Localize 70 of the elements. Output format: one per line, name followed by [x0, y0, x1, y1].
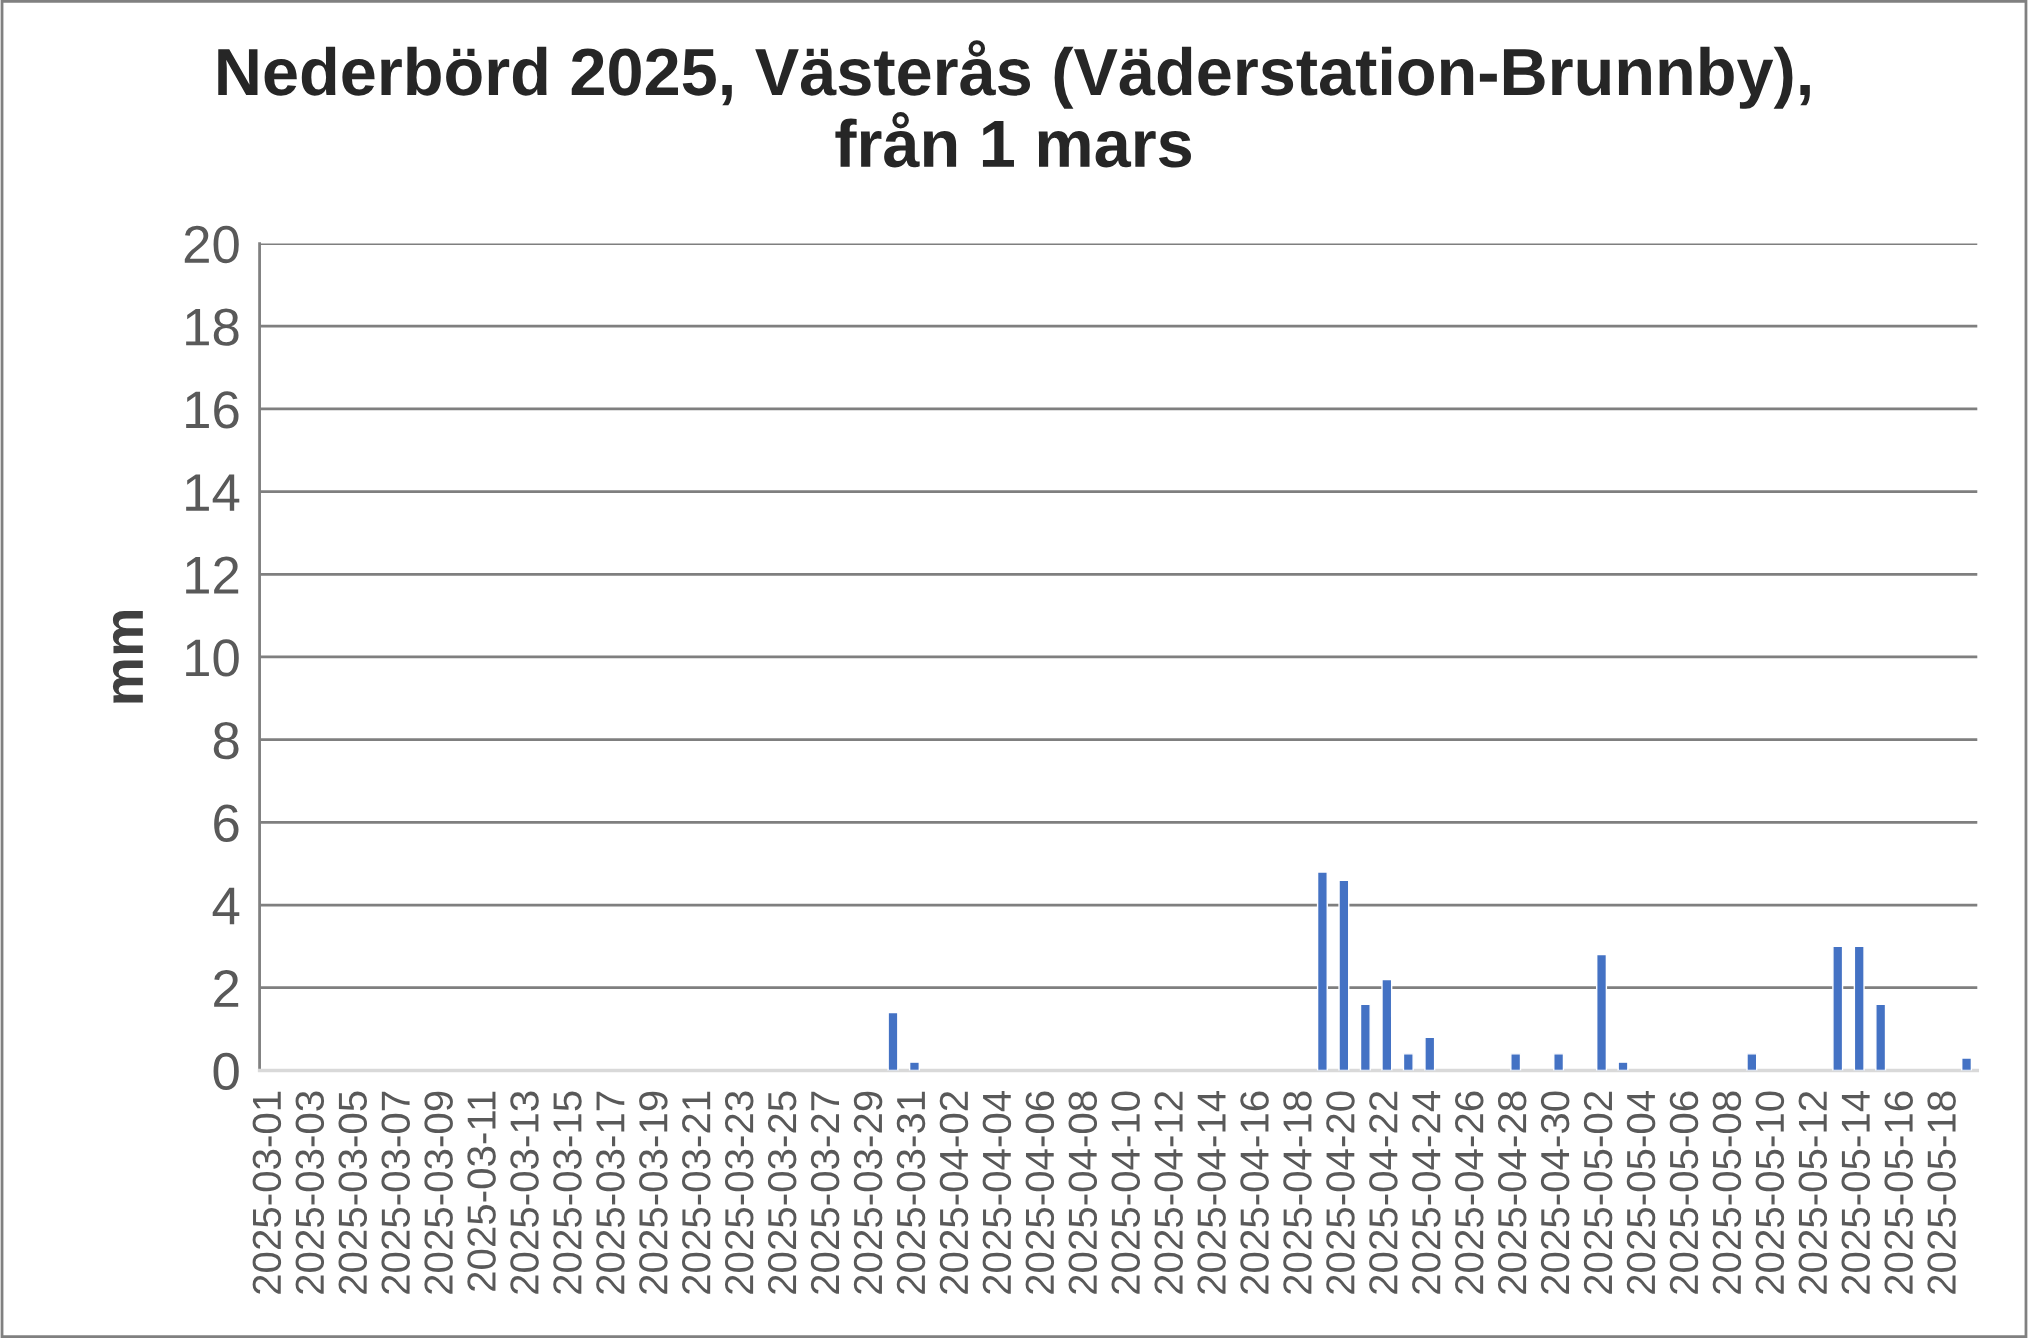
bar: [1617, 1061, 1629, 1071]
x-tick-label: 2025-04-20: [1326, 1091, 1355, 1294]
x-tick-label: 2025-04-02: [939, 1091, 969, 1294]
x-tick-label: 2025-04-22: [1369, 1091, 1398, 1294]
x-tick-label: 2025-03-29: [853, 1091, 883, 1294]
x-tick-label: 2025-05-08: [1712, 1091, 1742, 1294]
y-tick-label: 18: [186, 308, 239, 346]
bar: [1402, 1053, 1414, 1071]
y-tick-label: 0: [213, 1052, 239, 1091]
x-tick-label: 2025-04-18: [1283, 1091, 1312, 1294]
bar: [1381, 978, 1393, 1071]
bar: [1853, 945, 1865, 1071]
bar: [1746, 1053, 1758, 1071]
x-tick-label: 2025-04-28: [1497, 1091, 1527, 1294]
bar: [1832, 945, 1844, 1071]
x-tick-label: 2025-05-04: [1626, 1091, 1656, 1294]
x-tick-label: 2025-04-06: [1025, 1091, 1055, 1294]
y-tick-label: 10: [186, 639, 239, 677]
x-tick-label: 2025-03-05: [338, 1091, 368, 1294]
bar: [908, 1061, 920, 1071]
x-tick-label: 2025-05-02: [1583, 1091, 1613, 1294]
y-tick-label: 12: [186, 556, 239, 594]
x-tick-label: 2025-03-09: [424, 1091, 453, 1294]
y-tick-label: 16: [186, 391, 239, 429]
x-tick-label: 2025-04-26: [1455, 1091, 1484, 1294]
x-tick-label: 2025-04-14: [1197, 1091, 1226, 1294]
bar: [1338, 879, 1350, 1071]
x-tick-label: 2025-05-16: [1884, 1091, 1913, 1294]
chart-title: Nederbörd 2025, Västerås (Väderstation-Brunnby), från 1 mars: [218, 40, 1810, 168]
x-tick-label: 2025-05-06: [1669, 1091, 1699, 1294]
y-tick-label: 2: [214, 969, 239, 1007]
bar: [1961, 1057, 1973, 1071]
y-tick-label: 20: [184, 225, 239, 264]
x-tick-label: 2025-03-01: [252, 1091, 282, 1294]
x-tick-label: 2025-03-03: [295, 1091, 325, 1294]
x-tick-label: 2025-04-10: [1111, 1091, 1140, 1294]
x-tick-label: 2025-03-07: [381, 1091, 410, 1294]
bar: [1875, 1003, 1887, 1071]
x-tick-label: 2025-03-17: [596, 1091, 625, 1294]
x-tick-label: 2025-04-24: [1412, 1091, 1441, 1294]
y-axis-title: mm: [112, 611, 143, 703]
bar: [1596, 953, 1608, 1071]
x-tick-label: 2025-03-11: [467, 1091, 496, 1291]
x-tick-label: 2025-04-08: [1068, 1091, 1098, 1294]
x-tick-label: 2025-04-12: [1154, 1091, 1183, 1294]
y-tick-label: 4: [212, 887, 240, 925]
x-tick-label: 2025-03-13: [510, 1091, 539, 1294]
y-tick-label: 8: [213, 721, 239, 760]
bar: [1553, 1053, 1565, 1071]
bar: [1316, 871, 1328, 1071]
bar: [1424, 1036, 1436, 1071]
x-tick-label: 2025-05-12: [1798, 1091, 1828, 1294]
x-tick-label: 2025-05-18: [1927, 1091, 1956, 1294]
x-tick-label: 2025-04-04: [982, 1091, 1012, 1294]
x-tick-label: 2025-05-10: [1755, 1091, 1785, 1294]
x-tick-label: 2025-03-19: [639, 1091, 668, 1294]
x-tick-label: 2025-03-27: [810, 1091, 840, 1294]
bar: [887, 1011, 899, 1071]
x-tick-label: 2025-05-14: [1841, 1091, 1871, 1294]
x-tick-label: 2025-04-16: [1240, 1091, 1269, 1294]
x-tick-label: 2025-03-23: [724, 1091, 754, 1294]
x-tick-label: 2025-04-30: [1540, 1091, 1570, 1294]
x-tick-label: 2025-03-21: [682, 1091, 711, 1294]
y-tick-label: 14: [186, 474, 240, 511]
x-tick-label: 2025-03-15: [553, 1091, 582, 1294]
y-tick-label: 6: [214, 804, 239, 842]
bar: [1510, 1053, 1522, 1071]
x-tick-label: 2025-03-25: [767, 1091, 797, 1294]
bar: [1359, 1003, 1371, 1071]
x-tick-label: 2025-03-31: [896, 1091, 926, 1294]
